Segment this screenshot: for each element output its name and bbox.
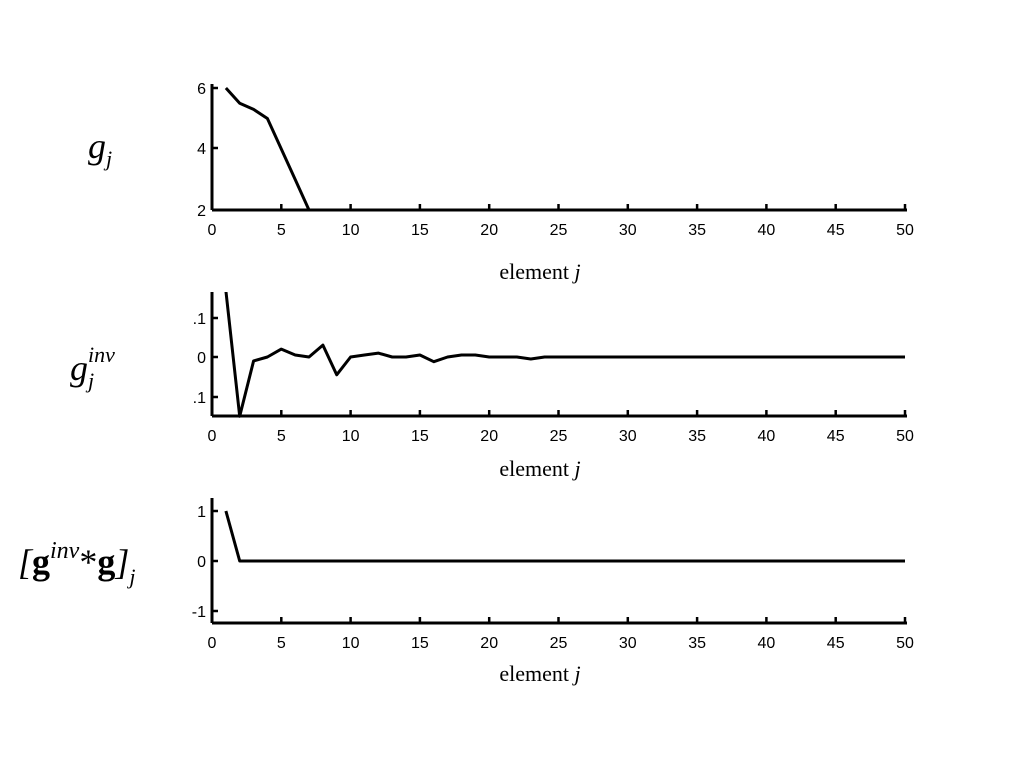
y-tick-label: 0 [197,554,206,571]
series-line [224,292,905,418]
x-tick-label: 25 [550,635,568,652]
x-tick-label: 20 [480,222,498,239]
y-tick-label: 1 [197,504,206,521]
x-tick-label: 10 [342,428,360,445]
x-tick-label: 30 [619,635,637,652]
x-tick-label: 0 [208,428,217,445]
x-tick-label: 15 [411,635,429,652]
panel-3-y-axis-title: [ginv*g]j [18,538,135,589]
x-tick-label: 10 [342,635,360,652]
y-tick-label: -1 [192,604,206,621]
x-tick-label: 20 [480,428,498,445]
x-tick-label: 30 [619,428,637,445]
series-line [224,510,905,563]
y-tick-label: .1 [193,390,206,407]
x-tick-label: 5 [277,635,286,652]
x-tick-label: 35 [688,635,706,652]
x-tick-label: 5 [277,428,286,445]
x-tick-label: 15 [411,222,429,239]
x-tick-label: 35 [688,428,706,445]
y-tick-label: .1 [193,311,206,328]
y-tick-label: 4 [197,141,206,158]
x-tick-label: 0 [208,635,217,652]
x-tick-label: 0 [208,222,217,239]
panel-g-inv: 0 5 10 15 20 25 30 35 40 45 50 .1 0 .1 element j ginv… [70,292,914,481]
panel-3-series [224,510,905,563]
panel-2-axes: 0 5 10 15 20 25 30 35 40 45 50 .1 0 .1 [193,292,914,445]
x-tick-label: 45 [827,428,845,445]
x-tick-label: 35 [688,222,706,239]
x-tick-label: 25 [550,222,568,239]
x-tick-label: 20 [480,635,498,652]
y-tick-label: 6 [197,81,206,98]
x-tick-label: 50 [896,635,914,652]
x-tick-label: 45 [827,635,845,652]
panel-g-j: 0 5 10 15 20 25 30 35 40 45 50 2 4 6 element j gj [88,81,914,284]
panel-1-axes: 0 5 10 15 20 25 30 35 40 45 50 2 4 6 [197,81,914,239]
series-line [224,86,311,211]
x-tick-label: 40 [758,222,776,239]
panel-1-x-axis-title: element j [499,259,580,284]
x-tick-label: 40 [758,428,776,445]
panel-3-axes: 0 5 10 15 20 25 30 35 40 45 50-101 [192,498,914,652]
x-tick-label: 50 [896,428,914,445]
panel-1-series [224,86,311,211]
panel-ginv-conv-g: 0 5 10 15 20 25 30 35 40 45 50-101 element j [ginv… [18,498,914,686]
x-tick-label: 10 [342,222,360,239]
x-tick-label: 50 [896,222,914,239]
x-tick-label: 5 [277,222,286,239]
panel-1-y-axis-title: gj [88,126,112,171]
y-tick-label: 0 [197,350,206,367]
panel-3-x-axis-title: element j [499,661,580,686]
x-tick-label: 40 [758,635,776,652]
panel-2-series [224,292,905,418]
x-tick-label: 45 [827,222,845,239]
x-tick-label: 15 [411,428,429,445]
x-tick-label: 30 [619,222,637,239]
panel-2-y-axis-title: ginv j [70,342,115,393]
y-tick-label: 2 [197,203,206,220]
x-tick-label: 25 [550,428,568,445]
panel-2-x-axis-title: element j [499,456,580,481]
